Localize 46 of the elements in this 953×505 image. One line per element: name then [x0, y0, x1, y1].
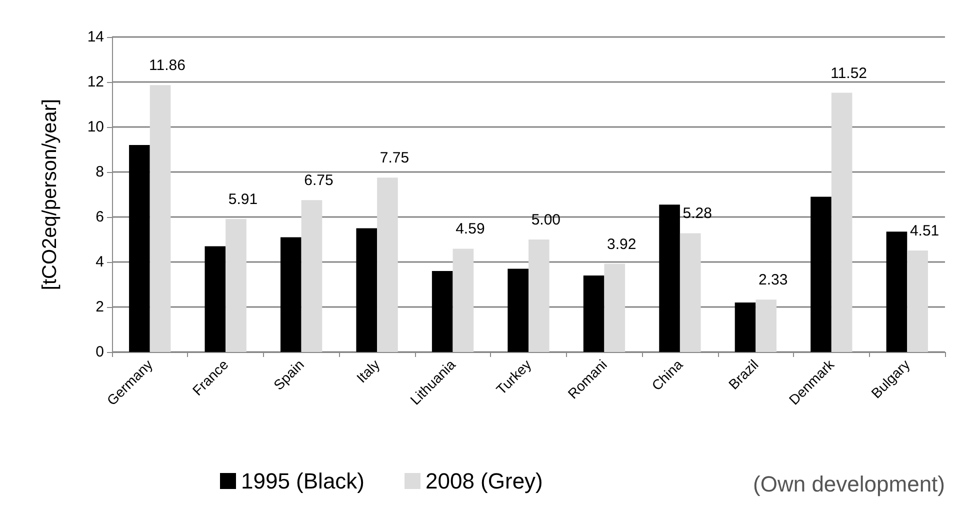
y-tick-label: 4 [96, 254, 104, 270]
bar [604, 264, 626, 352]
data-label: 11.86 [149, 57, 186, 74]
bar [204, 246, 226, 352]
bar [886, 232, 908, 352]
bar [756, 300, 777, 352]
data-label: 5.00 [531, 212, 561, 228]
y-tick-label: 2 [96, 298, 104, 316]
bar [377, 178, 398, 352]
bar [734, 302, 756, 352]
text: (Own development) [753, 472, 946, 496]
bar [226, 219, 246, 352]
bar [907, 250, 928, 352]
data-label: 11.52 [830, 64, 868, 82]
bar [150, 85, 171, 352]
bar [583, 276, 604, 352]
bar [301, 200, 322, 352]
bar [831, 92, 852, 352]
x-tick-label: Italy [353, 356, 383, 386]
y-tick-label: 8 [96, 164, 104, 180]
data-label: 5.91 [228, 191, 258, 208]
data-label: 7.75 [380, 150, 410, 167]
data-label: 4.59 [456, 220, 485, 238]
bar [432, 271, 453, 352]
y-axis-title: [tCO2eq/person/year] [39, 98, 61, 290]
y-tick-label: 10 [87, 118, 104, 136]
data-label: 4.51 [910, 222, 940, 240]
bar [528, 240, 550, 352]
y-tick-label: 14 [87, 28, 104, 46]
bar [356, 228, 378, 352]
data-label: 6.75 [304, 172, 334, 190]
bar [680, 233, 701, 352]
bar [508, 268, 528, 352]
data-label: 3.92 [607, 236, 636, 253]
y-tick-label: 0 [96, 344, 104, 360]
bar [810, 196, 832, 352]
legend-label: 1995 (Black) [241, 468, 365, 494]
bar [129, 145, 150, 352]
bar [280, 237, 302, 352]
data-label: 5.28 [682, 205, 712, 222]
y-tick-label: 6 [96, 208, 104, 226]
y-tick-label: 12 [87, 74, 104, 90]
bar [659, 204, 680, 352]
data-label: 2.33 [758, 272, 788, 289]
legend-label: 2008 (Grey) [426, 468, 543, 494]
bar [452, 248, 474, 352]
